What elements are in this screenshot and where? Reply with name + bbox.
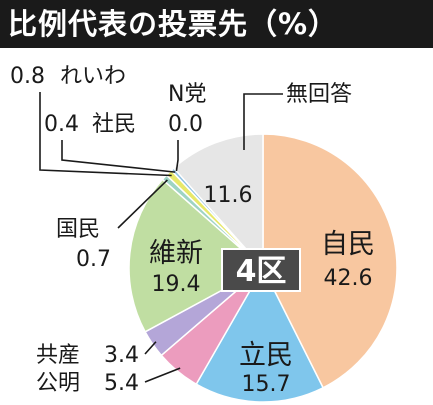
slice-value-reiwa: 0.8	[10, 64, 45, 89]
slice-label-rikken: 立民	[239, 340, 293, 371]
chart-title: 比例代表の投票先（%）	[0, 0, 433, 48]
slice-value-jimin: 42.6	[324, 266, 373, 291]
slice-label-komei: 公明	[36, 371, 80, 396]
slice-label-kyosan: 共産	[36, 343, 80, 368]
slice-value-kyosan: 3.4	[104, 343, 139, 368]
leader-kyosan	[144, 341, 157, 355]
leader-kokumin	[117, 179, 168, 229]
leader-mukaito	[243, 93, 283, 150]
slice-value-kokumin: 0.7	[76, 247, 111, 272]
slice-value-mukaito: 11.6	[204, 183, 253, 208]
pie-slice-4	[128, 178, 265, 333]
slice-value-komei: 5.4	[104, 371, 139, 396]
leader-reiwa	[39, 92, 172, 177]
center-label-box	[221, 248, 301, 292]
slice-label-reiwa: れいわ	[60, 64, 126, 89]
slice-value-ishin: 19.4	[152, 272, 201, 297]
pie-slice-1	[195, 266, 325, 403]
leader-shamin	[61, 140, 176, 173]
center-label: 4区	[236, 254, 287, 289]
leader-komei	[144, 367, 181, 383]
slice-label-shamin: 社民	[92, 112, 136, 137]
slice-value-ntou: 0.0	[168, 112, 203, 137]
pie-slice-0	[262, 133, 398, 389]
slice-label-kokumin: 国民	[56, 217, 100, 242]
slice-value-rikken: 15.7	[242, 372, 291, 397]
slice-label-jimin: 自民	[321, 229, 375, 260]
slice-label-ntou: N党	[168, 82, 206, 107]
slice-label-mukaito: 無回答	[286, 82, 352, 107]
slice-label-ishin: 維新	[149, 238, 203, 269]
leader-ntou	[175, 140, 179, 172]
slice-value-shamin: 0.4	[44, 112, 79, 137]
